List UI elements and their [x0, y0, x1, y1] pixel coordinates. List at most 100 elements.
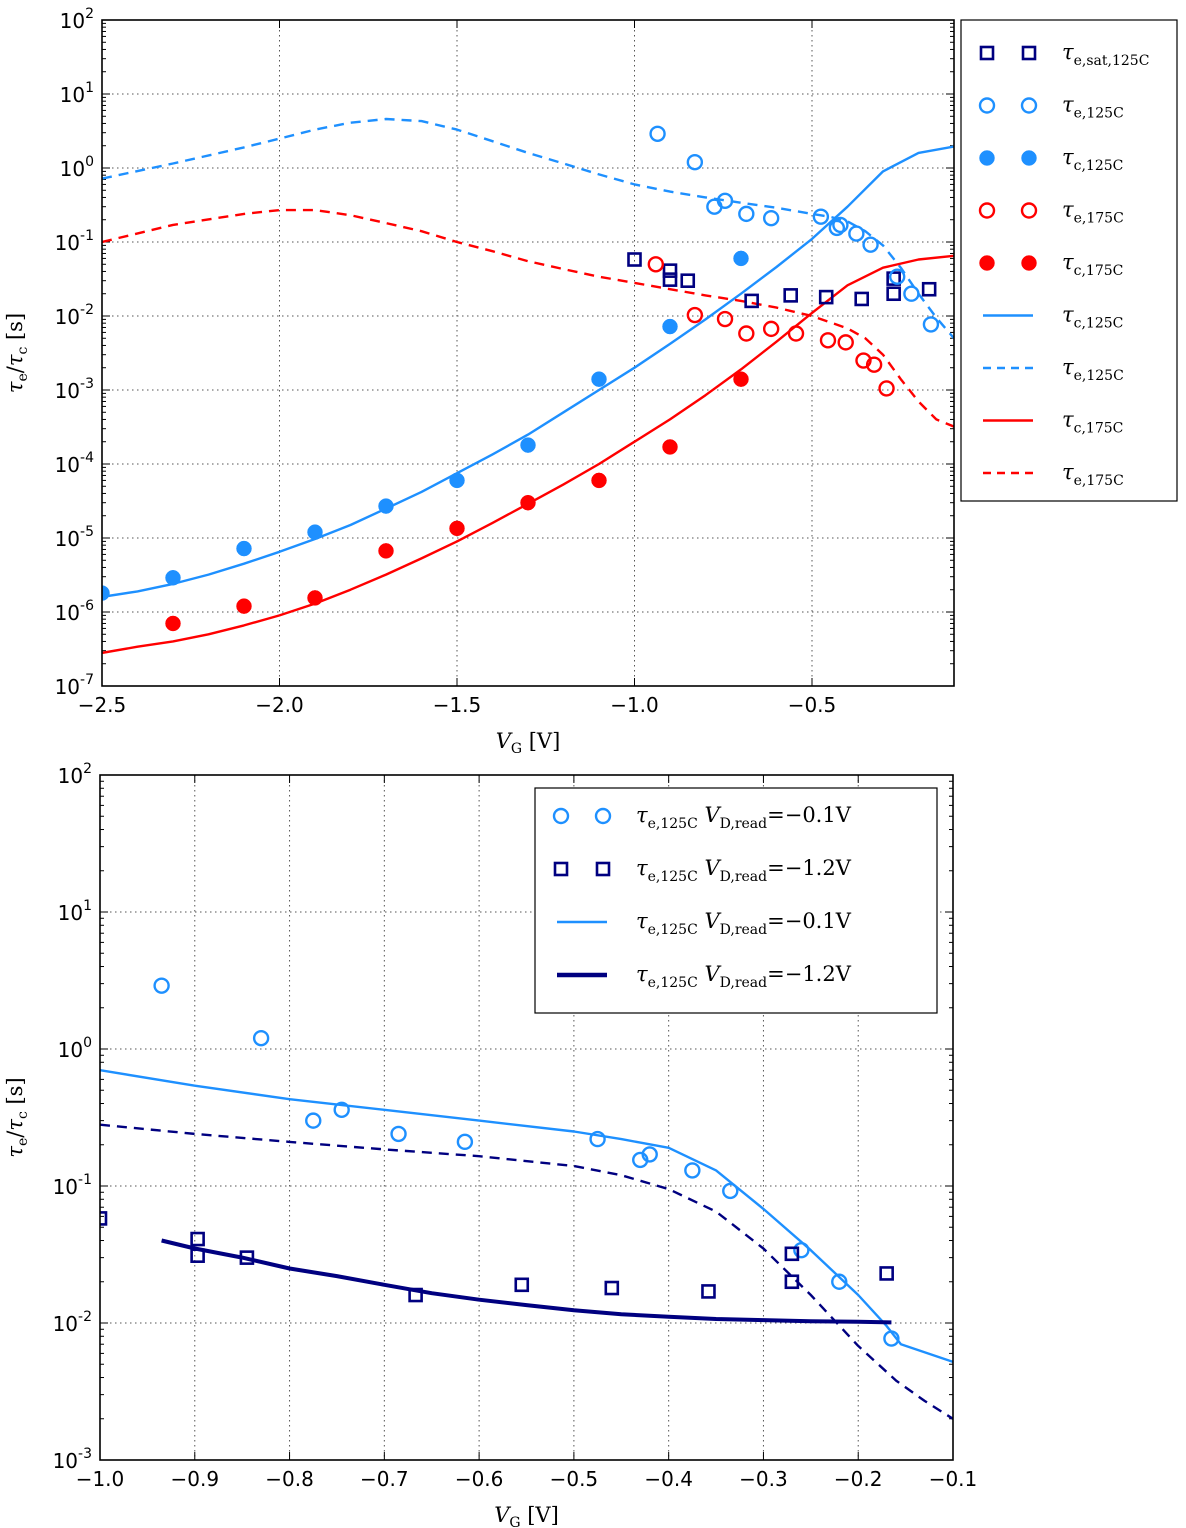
- data-point-s4-4: [449, 520, 465, 537]
- data-point-s0-9: [886, 286, 901, 302]
- data-point-s0-0: [627, 252, 642, 267]
- data-point-s4-1: [236, 598, 252, 614]
- data-point-s4-7: [662, 439, 678, 455]
- x-tick-label: −0.4: [644, 1467, 693, 1491]
- data-point-s1-3: [239, 1250, 255, 1265]
- legend-label: τc,175C: [1062, 408, 1123, 437]
- data-point-s4-6: [591, 472, 607, 489]
- data-point-s0-5: [456, 1133, 474, 1151]
- x-tick-label: −0.9: [170, 1467, 219, 1491]
- data-point-s0-8: [886, 271, 901, 286]
- legend-marker: [1021, 150, 1037, 166]
- x-tick-label: −0.3: [739, 1467, 788, 1491]
- x-tick-label: −1.5: [433, 693, 482, 717]
- data-point-s1-13: [922, 316, 940, 333]
- data-point-s1-3: [716, 192, 734, 210]
- y-tick-label: 101: [60, 80, 94, 107]
- legend-item: τe,175C: [983, 460, 1124, 489]
- legend-label: τe,125C: [1062, 355, 1124, 384]
- bottom-panel: −1.0 −0.9 −0.8 −0.7 −0.6 −0.5 −0.4 −0.3 −0.2 −0.1…: [3, 761, 977, 1528]
- legend-label: τe,125C VD,read=−1.2V: [636, 962, 852, 991]
- axis-ticks: [99, 775, 954, 1461]
- data-point-s1-7: [828, 219, 846, 237]
- legend-marker: [978, 202, 996, 219]
- legend-label: τc,175C: [1062, 250, 1123, 279]
- y-tick-label: 10-1: [53, 1172, 92, 1199]
- legend-marker: [553, 861, 569, 877]
- data-point-s1-10: [879, 1266, 894, 1281]
- data-point-s0-0: [153, 977, 170, 994]
- x-tick-label: −0.1: [929, 1467, 978, 1491]
- x-tick-label: −0.5: [550, 1467, 599, 1491]
- legend-item: τe,125C: [978, 93, 1124, 122]
- data-point-s0-6: [589, 1130, 606, 1148]
- y-axis-label: τe/τc [s]: [3, 1077, 31, 1157]
- y-axis-label: τe/τc [s]: [3, 313, 31, 393]
- data-point-s0-1: [252, 1029, 270, 1047]
- data-point-s1-6: [604, 1280, 620, 1296]
- data-point-s1-2: [190, 1248, 205, 1263]
- x-tick-label: −1.0: [76, 1467, 125, 1491]
- data-point-s3-5: [787, 325, 805, 342]
- data-point-s4-0: [165, 615, 181, 632]
- data-point-s1-10: [862, 236, 879, 253]
- legend-marker: [979, 45, 995, 61]
- legend-marker: [979, 150, 995, 166]
- data-point-s1-11: [889, 268, 906, 285]
- x-tick-label: −2.0: [255, 693, 304, 717]
- legend-label: τe,175C: [1062, 198, 1124, 227]
- legend-item: τe,175C: [978, 198, 1124, 227]
- legend-item: τe,125C: [983, 355, 1124, 384]
- series-line-3: [161, 1238, 892, 1325]
- data-point-s2-6: [520, 437, 536, 453]
- data-point-s1-7: [701, 1284, 716, 1299]
- top-panel: −2.5 −2.0 −1.5 −1.0 −0.5 102 101 100 10-1 10-2 10-…: [3, 6, 1178, 757]
- data-point-s1-1: [190, 1231, 205, 1247]
- data-point-s1-4: [408, 1287, 423, 1303]
- data-point-s1-8: [832, 216, 849, 234]
- data-point-s0-10: [722, 1182, 739, 1200]
- data-point-s2-8: [662, 318, 678, 335]
- plot-area: [100, 977, 953, 1420]
- data-point-s0-1: [662, 263, 678, 278]
- plot-area: [102, 117, 954, 655]
- data-point-s1-6: [812, 208, 830, 225]
- y-tick-label: 10-3: [55, 376, 94, 403]
- legend-marker: [594, 807, 612, 825]
- legend-marker: [1021, 255, 1037, 271]
- series-line-2: [100, 1069, 953, 1364]
- data-point-s3-8: [855, 352, 872, 369]
- x-tick-label: −0.2: [834, 1467, 883, 1491]
- y-tick-label: 101: [58, 898, 92, 925]
- x-tick-label: −0.6: [455, 1467, 504, 1491]
- legend-label: τe,125C VD,read=−0.1V: [636, 803, 852, 832]
- legend-marker: [979, 255, 995, 271]
- legend-label: τe,sat,125C: [1062, 40, 1149, 69]
- data-point-s4-2: [307, 590, 323, 606]
- data-point-s1-5: [762, 209, 780, 227]
- legend-label: τe,175C: [1062, 460, 1124, 489]
- legend-marker: [978, 97, 996, 114]
- y-tick-label: 102: [60, 6, 94, 33]
- legend: τe,sat,125C τe,125C τc,125C τe,175C τc,175C τ…: [960, 19, 1178, 502]
- legend-item: τc,175C: [979, 250, 1123, 279]
- legend-label: τe,125C: [1062, 93, 1124, 122]
- y-tick-label: 10-3: [53, 1446, 92, 1473]
- axes-frame: [101, 19, 955, 687]
- series-line-8: [102, 208, 954, 428]
- data-point-s3-7: [837, 334, 854, 351]
- data-point-s1-0: [649, 125, 666, 142]
- data-point-s3-2: [716, 310, 734, 328]
- x-axis-label: VG [V]: [494, 1503, 559, 1528]
- data-point-s2-2: [236, 540, 252, 557]
- legend-item: τe,125C VD,read=−1.2V: [557, 962, 852, 991]
- data-point-s3-1: [686, 306, 704, 324]
- data-point-s3-6: [819, 332, 837, 349]
- legend-marker: [1020, 202, 1038, 219]
- series-line-4: [100, 1123, 953, 1420]
- data-point-s2-4: [378, 498, 394, 514]
- y-tick-label: 10-4: [55, 450, 95, 477]
- data-point-s0-11: [793, 1241, 810, 1259]
- y-tick-label: 10-6: [55, 598, 95, 625]
